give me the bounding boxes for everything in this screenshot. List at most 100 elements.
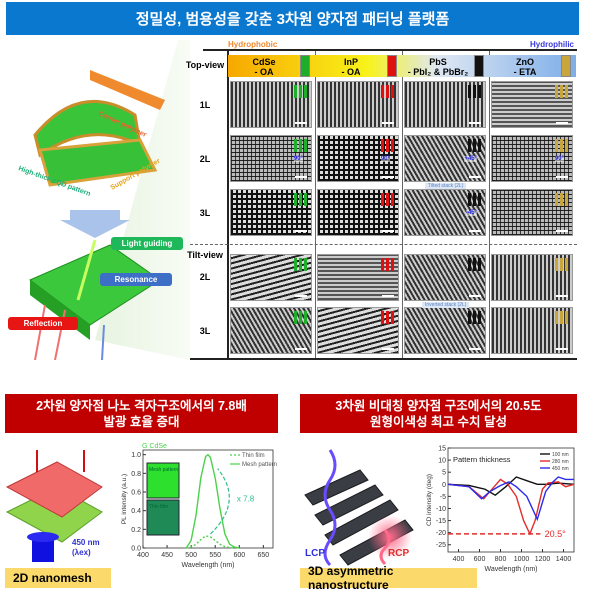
inverted-stack-label: Inverted stack (2L) [422, 302, 470, 308]
pattern-schematic-icon [381, 85, 395, 98]
pattern-schematic-icon [468, 311, 482, 324]
grid-bottom-rule [190, 358, 577, 360]
3d-asymmetric-illustration [304, 449, 414, 567]
material-name: ZnO [516, 57, 534, 67]
scale-bar [295, 348, 307, 350]
tilted-stack-label: Tilted stack (2L) [425, 183, 467, 189]
banner-line: 발광 효율 증대 [103, 414, 180, 429]
legend-label: Thin film [242, 453, 265, 459]
ligand-name: - OA [254, 67, 274, 77]
max-cd-annotation: 20.5° [545, 529, 567, 539]
hydrophobic-label: Hydrophobic [228, 40, 278, 49]
sem-image [230, 81, 312, 128]
pattern-schematic-icon [468, 258, 482, 271]
y-tick-label: 0.0 [131, 546, 141, 553]
sem-image [317, 254, 399, 301]
pattern-schematic-icon [381, 258, 395, 271]
row-label-2l: 2L [199, 154, 211, 164]
down-arrow [60, 210, 130, 238]
reflection-tag: Reflection [8, 317, 78, 330]
x-tick-label: 400 [137, 552, 149, 559]
scale-bar [295, 176, 307, 178]
y-tick-label: 1.0 [131, 452, 141, 459]
sem-image [404, 254, 486, 301]
scale-bar [382, 122, 394, 124]
sem-image: 90° [491, 135, 573, 182]
right-result-banner: 3차원 비대칭 양자점 구조에서의 20.5도 원형이색성 최고 수치 달성 [300, 394, 577, 433]
y-tick-label: 15 [438, 446, 446, 453]
sem-image [404, 81, 486, 128]
x-tick-label: 650 [258, 552, 270, 559]
sem-image [317, 81, 399, 128]
y-tick-label: -5 [440, 494, 446, 501]
y-tick-label: -15 [436, 518, 446, 525]
column-header-zno: ZnO - ETA [491, 57, 559, 77]
pl-chart: G CdSe 400 450 500 550 600 650 0.0 0.2 0.4 0.6 0.8 1… [121, 443, 277, 569]
scale-bar [556, 176, 568, 178]
x-tick-label: 1000 [514, 556, 530, 563]
2d-nanomesh-illustration [5, 450, 103, 562]
pattern-schematic-icon [381, 139, 395, 152]
pattern-schematic-icon [555, 258, 569, 271]
sem-image [230, 189, 312, 236]
stack-angle-label: 90° [554, 156, 564, 162]
hydrophilic-label: Hydrophilic [530, 40, 575, 49]
x-tick-label: 500 [185, 552, 197, 559]
row-label-tilt-3l: 3L [199, 326, 211, 336]
chart-title: Pattern thickness [453, 455, 511, 464]
scale-bar [556, 348, 568, 350]
scale-bar [382, 348, 394, 350]
scale-bar [382, 230, 394, 232]
plot-frame [142, 449, 274, 549]
material-name: InP [343, 57, 358, 67]
pattern-schematic-icon [555, 193, 569, 206]
pattern-schematic-icon [294, 311, 308, 324]
vial-icon [474, 55, 484, 77]
chart-title: G CdSe [142, 443, 167, 450]
y-tick-label: 0.4 [131, 508, 141, 515]
y-tick-label: 0.2 [131, 527, 141, 534]
ligand-name: - ETA [513, 67, 537, 77]
scale-bar [469, 230, 481, 232]
lcp-label: LCP [305, 548, 325, 559]
sem-image: -45° [404, 189, 486, 236]
pattern-schematic-icon [381, 193, 395, 206]
page-title: 정밀성, 범용성을 갖춘 3차원 양자점 패터닝 플랫폼 [135, 11, 450, 28]
legend-label: 280 nm [552, 459, 569, 465]
plot-frame [447, 447, 575, 553]
y-tick-label: 0.6 [131, 490, 141, 497]
scale-bar [469, 348, 481, 350]
qd-patterning-schematic: Bended polymer Carrier polymer High-thic… [17, 40, 190, 360]
grid-left-rule [227, 49, 229, 360]
stack-angle-label: 90° [380, 156, 390, 162]
view-separator [190, 244, 577, 245]
row-label-1l: 1L [199, 100, 211, 110]
stack-angle-label: -45° [465, 210, 477, 216]
legend-label: Mesh pattern [242, 462, 277, 468]
inset-thin-label: Thin film [149, 504, 168, 510]
sem-image [491, 254, 573, 301]
left-result-banner: 2차원 양자점 나노 격자구조에서의 7.8배 발광 효율 증대 [5, 394, 278, 433]
column-divider [315, 51, 316, 358]
scale-bar [469, 295, 481, 297]
pattern-schematic-icon [468, 139, 482, 152]
series-line-450-nm [447, 476, 574, 522]
pattern-schematic-icon [555, 85, 569, 98]
inset-thin-film-image [146, 499, 180, 536]
legend-label: 100 nm [552, 452, 569, 458]
cd-chart: 400 600 800 1000 1200 1400 15 10 5 0 -5 -10 -15 -20 -2… [426, 446, 575, 573]
excitation-label: 450 nm (λex) [72, 538, 100, 558]
enhancement-arrow [209, 468, 230, 535]
y-tick-label: 10 [438, 458, 446, 465]
vial-icon [561, 55, 571, 77]
column-divider [402, 51, 403, 358]
sem-image [230, 254, 312, 301]
light-guiding-tag: Light guiding [111, 237, 183, 250]
banner-line: 3차원 비대칭 양자점 구조에서의 20.5도 [335, 398, 542, 413]
sem-image [491, 189, 573, 236]
sem-image [491, 81, 573, 128]
scale-bar [295, 295, 307, 297]
x-tick-label: 600 [233, 552, 245, 559]
row-label-3l: 3L [199, 208, 211, 218]
pattern-schematic-icon [381, 311, 395, 324]
